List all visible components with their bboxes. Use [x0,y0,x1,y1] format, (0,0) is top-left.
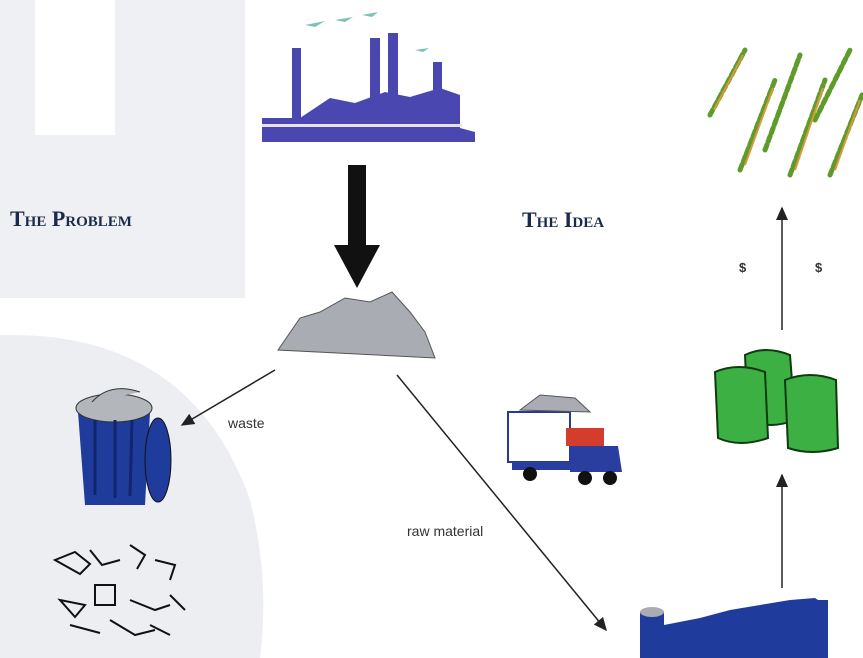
diagram: The Problem The Idea waste raw material … [0,0,863,658]
edge-label: raw material [407,523,483,539]
factory-icon [262,12,475,142]
truck-icon [508,395,622,485]
dollar-annotation: $ [815,260,823,275]
dollar-annotation: $ [739,260,747,275]
idea-heading: The Idea [522,207,604,232]
waste-pile [278,292,435,358]
processing-plant-icon [640,598,828,658]
flow-arrow [334,165,380,288]
background-notch [35,0,115,135]
problem-heading: The Problem [10,206,132,231]
edge-label: waste [227,415,265,431]
raw-material-arrow [397,375,606,630]
fertilizer-bags-icon [715,350,838,452]
